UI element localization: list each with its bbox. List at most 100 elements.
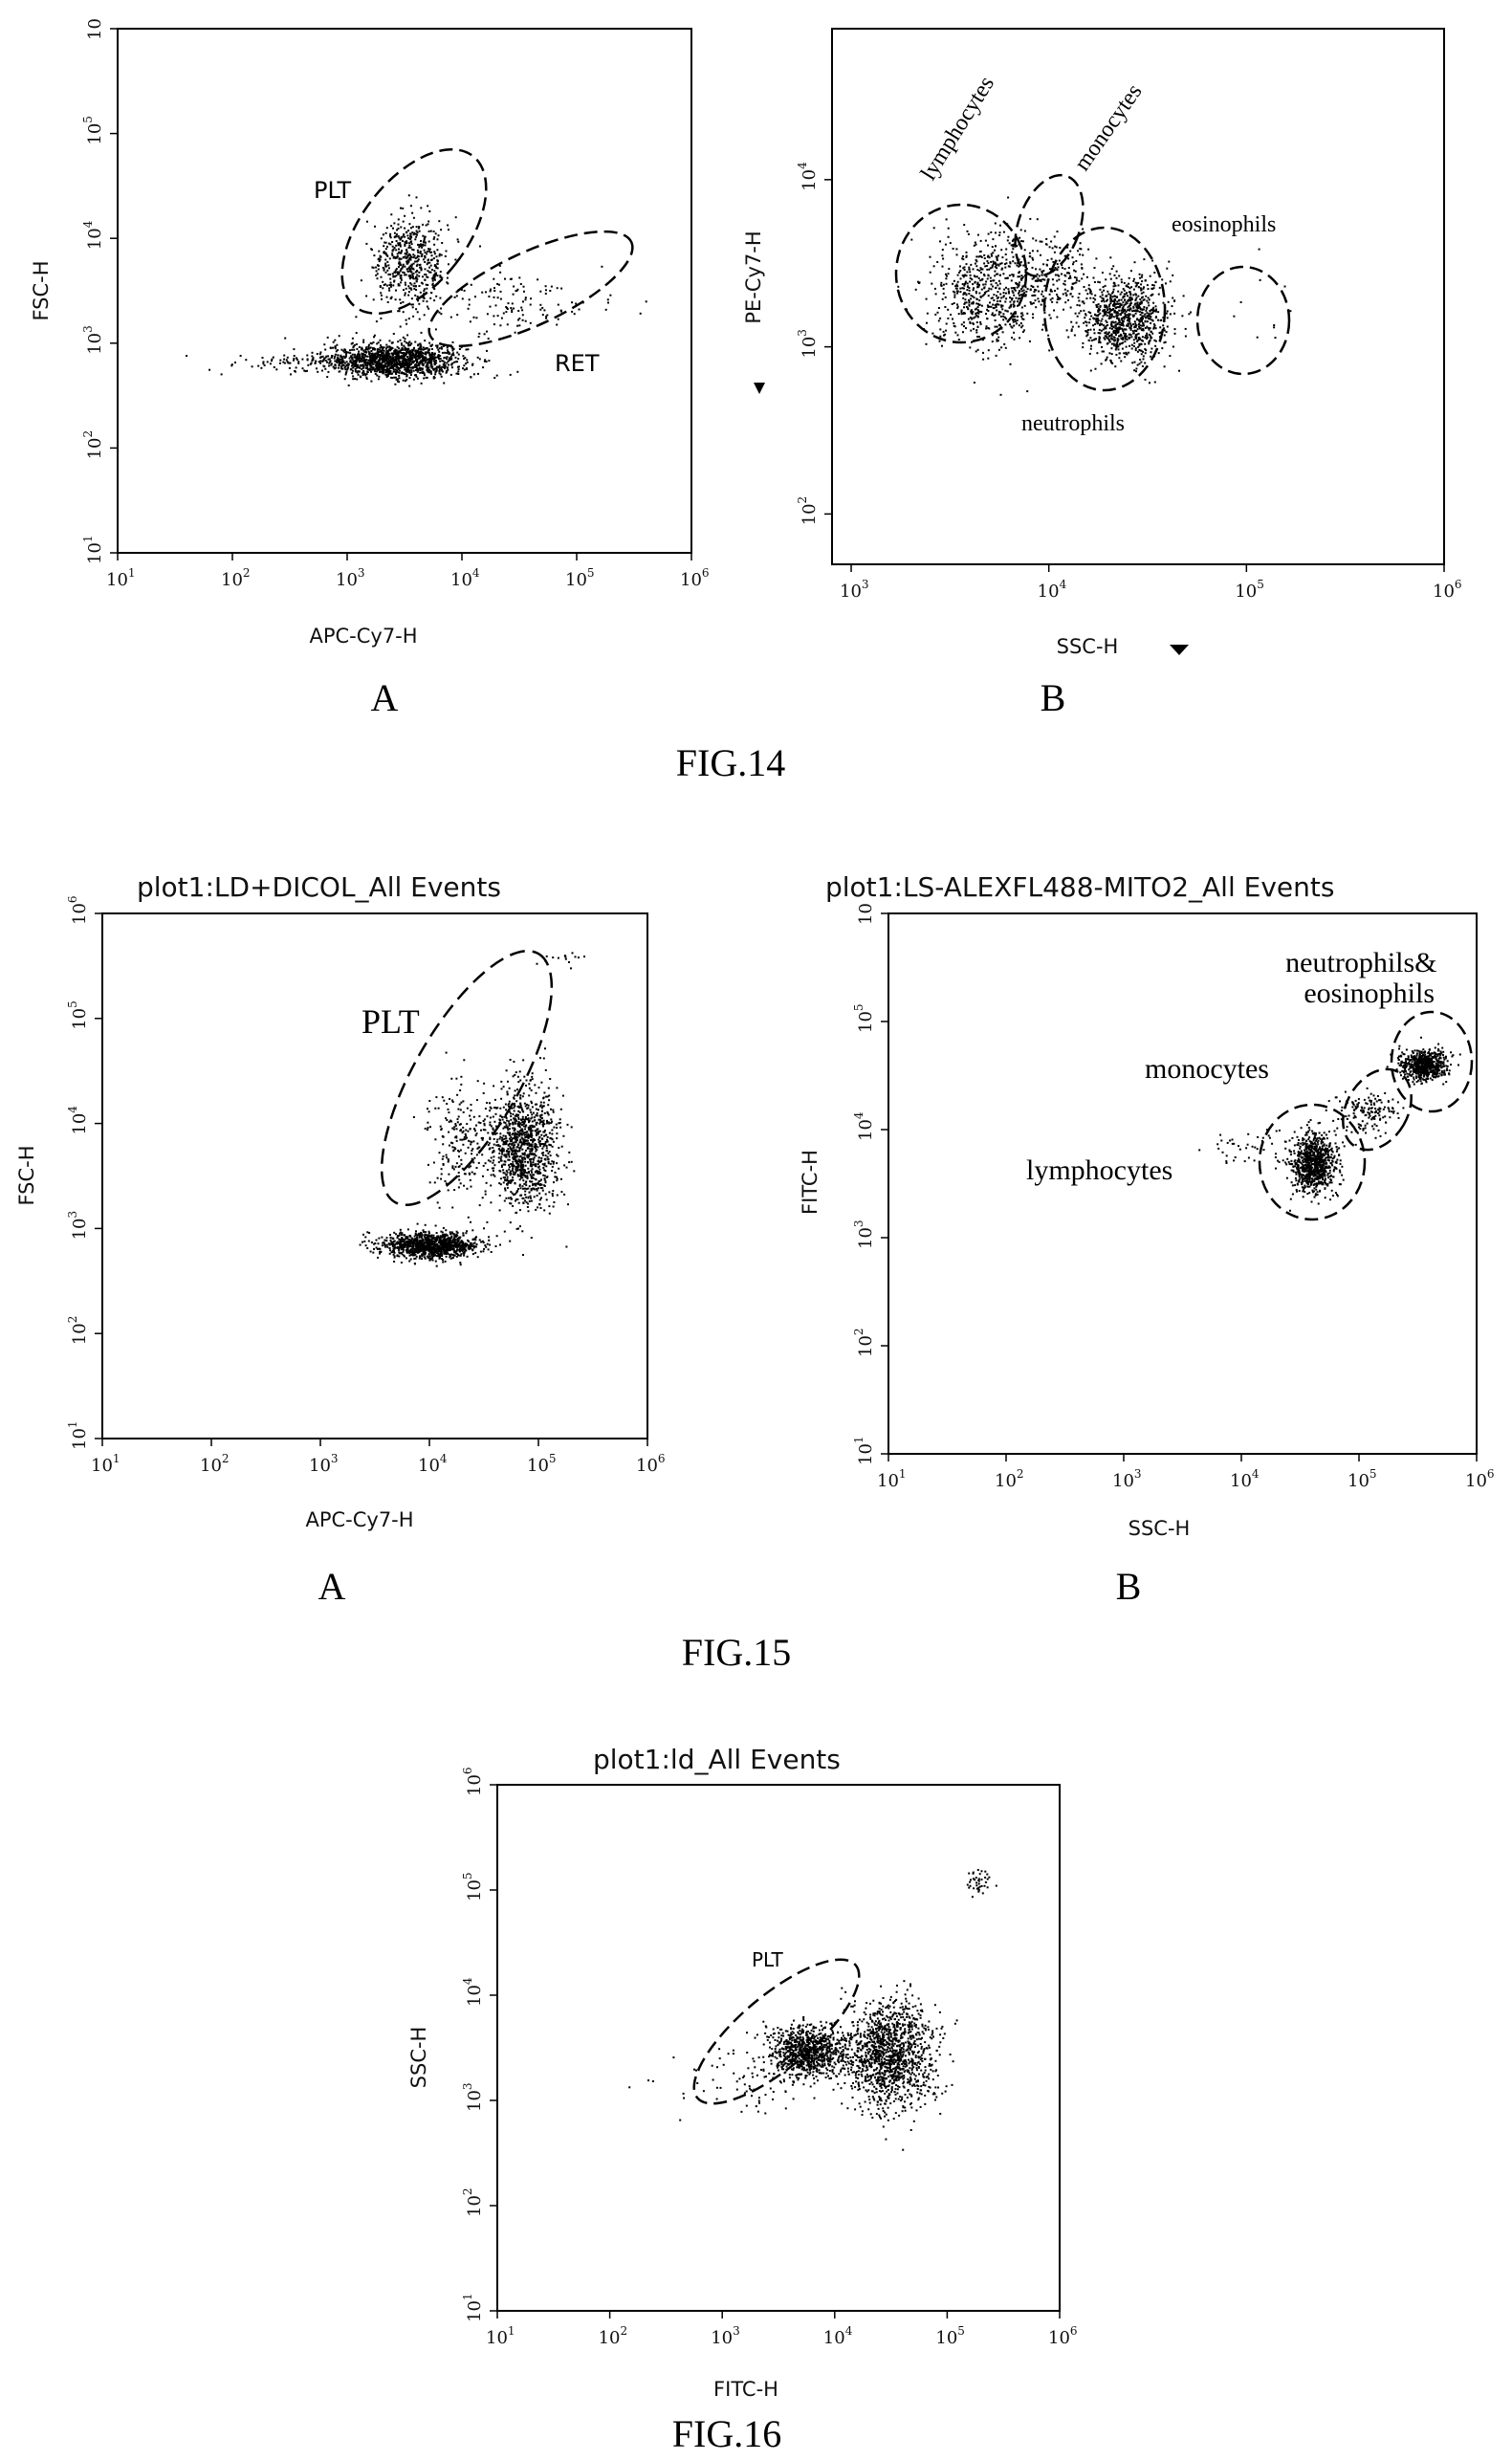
data-point — [1013, 288, 1016, 291]
data-point — [1135, 367, 1138, 370]
data-point — [433, 1247, 436, 1250]
data-point — [303, 369, 306, 372]
data-point — [384, 258, 387, 261]
data-point — [376, 363, 379, 366]
data-point — [1021, 286, 1024, 289]
data-point — [1146, 325, 1149, 328]
data-point — [378, 257, 381, 260]
data-point — [435, 369, 438, 372]
data-point — [420, 367, 423, 370]
data-point — [1117, 314, 1120, 317]
data-point — [357, 358, 360, 361]
data-point — [996, 273, 998, 275]
data-point — [426, 275, 428, 278]
data-point — [432, 367, 434, 370]
data-point — [410, 363, 413, 365]
data-point — [358, 370, 361, 373]
data-point — [285, 359, 288, 362]
data-point — [1073, 334, 1076, 337]
data-point — [446, 1239, 448, 1241]
data-point — [405, 1241, 407, 1243]
data-point — [432, 275, 435, 278]
data-point — [1069, 306, 1072, 309]
data-point — [494, 304, 497, 307]
data-point — [1105, 325, 1107, 328]
data-point — [430, 292, 433, 295]
data-point — [397, 283, 400, 285]
data-point — [456, 1234, 459, 1237]
data-point — [424, 1252, 427, 1255]
data-point — [344, 368, 347, 371]
data-point — [995, 264, 997, 267]
data-point — [398, 251, 401, 253]
data-point — [975, 290, 977, 293]
data-point — [960, 323, 963, 326]
data-point — [360, 359, 362, 362]
data-point — [421, 1255, 424, 1258]
data-point — [456, 1237, 459, 1240]
data-point — [417, 363, 420, 365]
data-point — [429, 364, 432, 367]
data-point — [427, 1244, 429, 1247]
data-point — [257, 364, 260, 367]
data-point — [423, 288, 426, 291]
data-point — [959, 291, 962, 294]
data-point — [361, 358, 362, 360]
data-point — [385, 265, 388, 268]
data-point — [1097, 313, 1100, 316]
data-point — [1096, 320, 1099, 323]
data-point — [431, 279, 434, 282]
data-point — [418, 353, 421, 355]
data-point — [414, 260, 417, 263]
data-point — [394, 376, 397, 379]
data-point — [514, 331, 516, 334]
data-point — [1012, 319, 1015, 321]
data-point — [374, 362, 377, 364]
data-point — [357, 364, 360, 367]
data-point — [406, 1241, 409, 1243]
data-point — [371, 266, 374, 269]
data-point — [402, 207, 405, 209]
data-point — [427, 284, 429, 286]
data-point — [1124, 341, 1127, 343]
data-point — [442, 363, 445, 366]
data-point — [1273, 324, 1276, 326]
data-point — [571, 310, 574, 313]
data-point — [412, 361, 415, 363]
data-point — [1114, 320, 1117, 323]
data-point — [1122, 339, 1125, 341]
data-point — [995, 263, 997, 266]
data-point — [1140, 317, 1143, 319]
data-point — [1109, 277, 1112, 280]
data-point — [431, 283, 434, 286]
data-point — [389, 236, 392, 239]
data-point — [423, 296, 425, 298]
data-point — [953, 325, 956, 328]
data-point — [1002, 292, 1005, 295]
data-point — [1145, 317, 1148, 319]
data-point — [1020, 326, 1023, 329]
data-point — [965, 275, 968, 277]
data-point — [546, 314, 549, 317]
data-point — [352, 366, 355, 369]
data-point — [1087, 311, 1090, 314]
data-point — [288, 366, 291, 369]
data-point — [1101, 291, 1104, 294]
data-point — [294, 370, 296, 373]
data-point — [427, 270, 429, 273]
data-point — [560, 287, 563, 290]
data-point — [428, 266, 431, 269]
data-point — [1031, 266, 1034, 269]
data-point — [1124, 316, 1127, 319]
data-point — [361, 361, 363, 363]
data-point — [1001, 308, 1004, 311]
data-point — [1097, 303, 1100, 306]
data-point — [384, 252, 387, 254]
data-point — [1049, 317, 1052, 319]
data-point — [347, 363, 350, 366]
data-point — [1053, 235, 1056, 238]
data-point — [384, 354, 387, 357]
data-point — [433, 299, 436, 302]
data-point — [415, 280, 418, 283]
data-point — [382, 364, 383, 366]
